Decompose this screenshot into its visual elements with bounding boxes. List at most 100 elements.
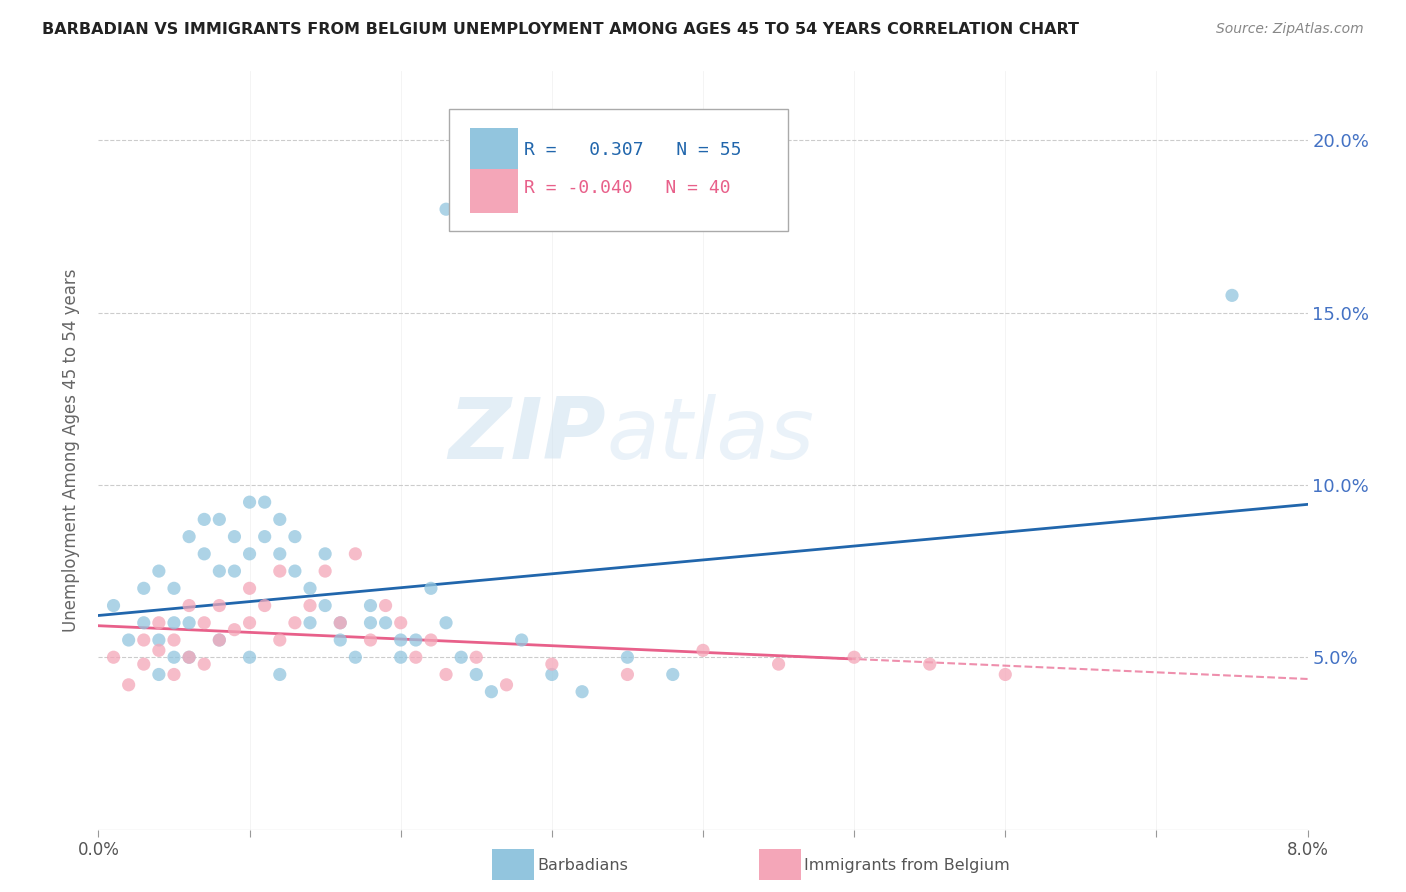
Point bbox=[434, 202, 457, 217]
Point bbox=[994, 667, 1017, 681]
Point bbox=[179, 530, 201, 544]
Point bbox=[239, 615, 262, 630]
Point bbox=[103, 599, 125, 613]
Point bbox=[208, 599, 231, 613]
Point bbox=[269, 667, 291, 681]
Point bbox=[132, 582, 155, 596]
Point bbox=[148, 615, 170, 630]
Point bbox=[465, 667, 488, 681]
Point bbox=[193, 547, 215, 561]
Point bbox=[118, 633, 141, 648]
Point bbox=[118, 678, 141, 692]
Point bbox=[692, 643, 714, 657]
Point bbox=[768, 657, 790, 672]
Point bbox=[616, 667, 638, 681]
Point bbox=[329, 633, 352, 648]
Point bbox=[450, 650, 472, 665]
Point bbox=[918, 657, 941, 672]
Point bbox=[269, 512, 291, 526]
Point bbox=[284, 564, 307, 578]
Point bbox=[224, 623, 246, 637]
Point bbox=[224, 564, 246, 578]
Point bbox=[389, 615, 412, 630]
Point bbox=[148, 667, 170, 681]
Point bbox=[329, 615, 352, 630]
Point bbox=[284, 615, 307, 630]
Point bbox=[208, 633, 231, 648]
Point bbox=[179, 615, 201, 630]
Point bbox=[434, 667, 457, 681]
Point bbox=[616, 650, 638, 665]
Point bbox=[661, 667, 683, 681]
Point bbox=[148, 643, 170, 657]
Point bbox=[193, 512, 215, 526]
FancyBboxPatch shape bbox=[449, 109, 787, 230]
Point bbox=[284, 530, 307, 544]
Point bbox=[148, 633, 170, 648]
Point bbox=[253, 530, 276, 544]
Point bbox=[344, 650, 367, 665]
Point bbox=[239, 650, 262, 665]
Point bbox=[148, 564, 170, 578]
Point bbox=[571, 684, 593, 698]
Point bbox=[163, 633, 186, 648]
Point bbox=[389, 650, 412, 665]
Text: Barbadians: Barbadians bbox=[537, 858, 628, 872]
Text: atlas: atlas bbox=[606, 393, 814, 477]
Point bbox=[132, 657, 155, 672]
Point bbox=[360, 615, 382, 630]
Point bbox=[374, 615, 396, 630]
Point bbox=[253, 599, 276, 613]
Point bbox=[239, 495, 262, 509]
Text: Immigrants from Belgium: Immigrants from Belgium bbox=[804, 858, 1010, 872]
Text: Source: ZipAtlas.com: Source: ZipAtlas.com bbox=[1216, 22, 1364, 37]
Point bbox=[224, 530, 246, 544]
Point bbox=[269, 547, 291, 561]
Point bbox=[540, 667, 562, 681]
Point bbox=[344, 547, 367, 561]
Point bbox=[360, 633, 382, 648]
Point bbox=[360, 599, 382, 613]
Point bbox=[163, 582, 186, 596]
Point bbox=[239, 547, 262, 561]
Point bbox=[405, 633, 427, 648]
Point bbox=[434, 615, 457, 630]
Point bbox=[163, 650, 186, 665]
Point bbox=[208, 633, 231, 648]
Point bbox=[179, 599, 201, 613]
Point bbox=[314, 599, 336, 613]
Text: R =   0.307   N = 55: R = 0.307 N = 55 bbox=[524, 141, 741, 159]
Point bbox=[329, 615, 352, 630]
Point bbox=[193, 615, 215, 630]
Point bbox=[374, 599, 396, 613]
Point bbox=[299, 599, 322, 613]
Point bbox=[163, 667, 186, 681]
Point bbox=[465, 650, 488, 665]
Point bbox=[132, 633, 155, 648]
Point bbox=[253, 495, 276, 509]
Point bbox=[420, 582, 443, 596]
Point bbox=[314, 564, 336, 578]
FancyBboxPatch shape bbox=[470, 169, 517, 213]
Text: R = -0.040   N = 40: R = -0.040 N = 40 bbox=[524, 179, 731, 197]
Point bbox=[269, 564, 291, 578]
Point bbox=[1220, 288, 1243, 302]
Point bbox=[179, 650, 201, 665]
Point bbox=[481, 684, 503, 698]
Point bbox=[269, 633, 291, 648]
Point bbox=[540, 657, 562, 672]
Point bbox=[405, 650, 427, 665]
Point bbox=[299, 582, 322, 596]
Point bbox=[389, 633, 412, 648]
Point bbox=[103, 650, 125, 665]
Point bbox=[299, 615, 322, 630]
Point bbox=[239, 582, 262, 596]
Point bbox=[193, 657, 215, 672]
Text: ZIP: ZIP bbox=[449, 393, 606, 477]
Point bbox=[510, 633, 533, 648]
Point bbox=[208, 564, 231, 578]
FancyBboxPatch shape bbox=[470, 128, 517, 172]
Point bbox=[314, 547, 336, 561]
Text: BARBADIAN VS IMMIGRANTS FROM BELGIUM UNEMPLOYMENT AMONG AGES 45 TO 54 YEARS CORR: BARBADIAN VS IMMIGRANTS FROM BELGIUM UNE… bbox=[42, 22, 1080, 37]
Point bbox=[132, 615, 155, 630]
